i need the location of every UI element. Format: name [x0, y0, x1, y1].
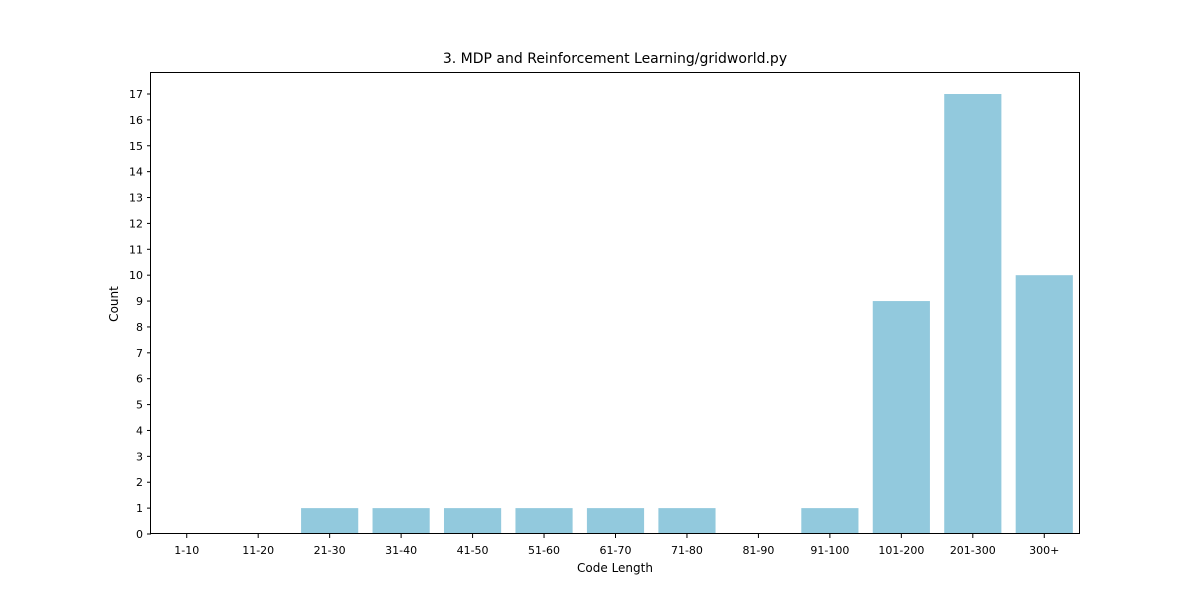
y-tick-label: 6: [136, 373, 143, 386]
y-tick-label: 7: [136, 347, 143, 360]
x-tick-label: 300+: [1029, 544, 1059, 557]
bar-91-100: [801, 508, 859, 534]
y-tick-label: 11: [129, 243, 143, 256]
x-tick-label: 21-30: [314, 544, 346, 557]
y-tick-label: 12: [129, 217, 143, 230]
x-tick-label: 201-300: [950, 544, 996, 557]
y-tick-label: 17: [129, 88, 143, 101]
x-tick-label: 101-200: [878, 544, 924, 557]
bar-41-50: [443, 508, 502, 534]
x-tick-label: 41-50: [457, 544, 489, 557]
y-tick-label: 3: [136, 450, 143, 463]
bar-21-30: [301, 508, 359, 534]
x-tick-label: 1-10: [174, 544, 199, 557]
bars-group: [301, 94, 1073, 534]
bar-51-60: [515, 508, 573, 534]
bar-201-300: [944, 94, 1002, 534]
bar-300+: [1015, 275, 1073, 534]
y-tick-label: 9: [136, 295, 143, 308]
x-tick-label: 81-90: [742, 544, 774, 557]
y-tick-label: 5: [136, 399, 143, 412]
bar-101-200: [872, 301, 930, 534]
bar-71-80: [658, 508, 716, 534]
x-axis: 1-10 11-20 21-30 31-40 41-50 51-60 61-70 71-80 8…: [174, 534, 1059, 557]
x-tick-label: 11-20: [242, 544, 274, 557]
y-tick-label: 14: [129, 166, 143, 179]
x-tick-label: 31-40: [385, 544, 417, 557]
y-tick-label: 16: [129, 114, 143, 127]
y-tick-label: 0: [136, 528, 143, 541]
x-tick-label: 91-100: [810, 544, 849, 557]
bar-31-40: [372, 508, 430, 534]
y-tick-label: 8: [136, 321, 143, 334]
x-tick-label: 51-60: [528, 544, 560, 557]
y-tick-label: 1: [136, 502, 143, 515]
x-tick-label: 61-70: [600, 544, 632, 557]
y-tick-label: 13: [129, 192, 143, 205]
bar-61-70: [586, 508, 645, 534]
y-tick-label: 2: [136, 476, 143, 489]
x-axis-label: Code Length: [577, 561, 653, 575]
y-tick-label: 4: [136, 424, 143, 437]
x-tick-label: 71-80: [671, 544, 703, 557]
y-tick-label: 10: [129, 269, 143, 282]
y-tick-label: 15: [129, 140, 143, 153]
chart-title: 3. MDP and Reinforcement Learning/gridwo…: [443, 51, 787, 67]
y-axis-label: Count: [107, 286, 121, 322]
plot-frame: [150, 72, 1080, 534]
